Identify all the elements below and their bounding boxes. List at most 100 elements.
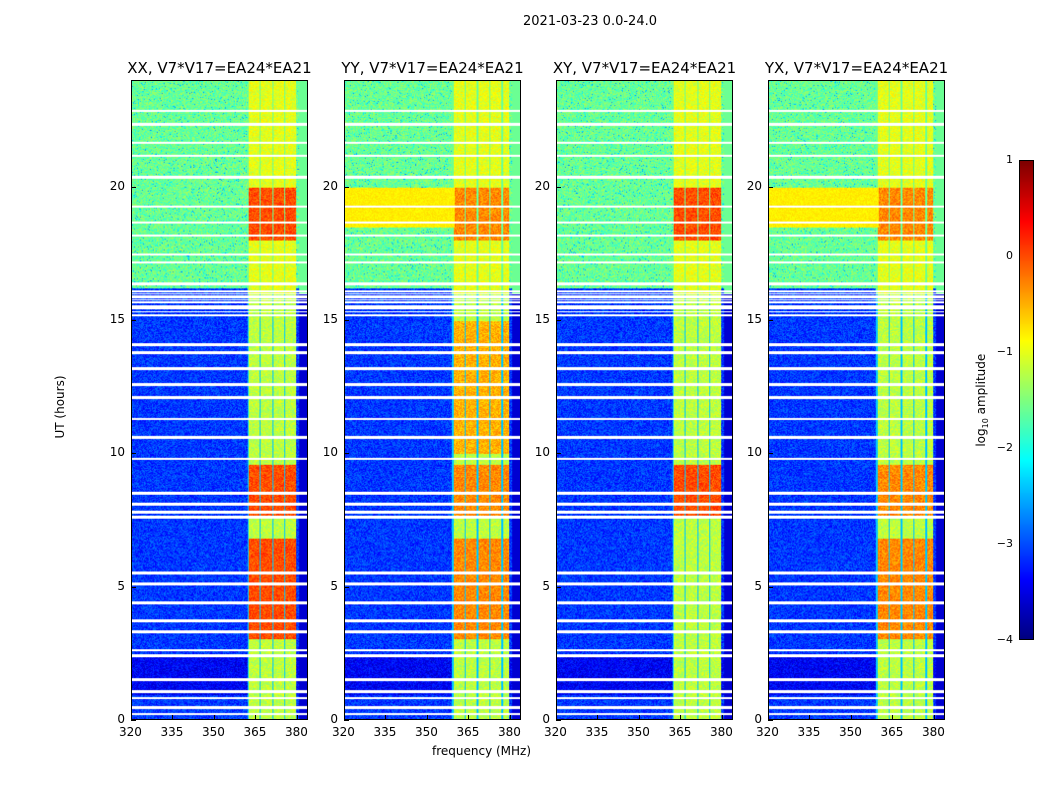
y-tick-mark xyxy=(344,586,349,588)
colorbar-label-main: log xyxy=(973,428,988,447)
colorbar-tick-label: 1 xyxy=(1006,153,1013,166)
y-tick-mark xyxy=(556,586,561,588)
colorbar xyxy=(1019,160,1034,640)
x-tick-label: 365 xyxy=(668,725,692,739)
panel-title: XY, V7*V17=EA24*EA21 xyxy=(552,59,737,77)
y-tick-label: 10 xyxy=(322,445,338,460)
x-tick-label: 350 xyxy=(626,725,650,739)
y-tick-mark xyxy=(768,453,773,455)
y-tick-mark xyxy=(131,320,136,321)
y-tick-label: 10 xyxy=(534,445,550,460)
y-tick-label: 5 xyxy=(754,578,762,593)
x-tick-label: 335 xyxy=(585,725,609,739)
y-tick-mark xyxy=(344,186,349,188)
y-tick-mark xyxy=(768,320,773,321)
x-tick-mark xyxy=(131,715,132,720)
x-tick-mark xyxy=(638,715,640,720)
x-axis-label: frequency (MHz) xyxy=(432,744,532,758)
y-tick-mark xyxy=(768,586,773,588)
y-tick-label: 20 xyxy=(746,178,762,193)
x-tick-mark xyxy=(468,715,470,720)
y-tick-label: 5 xyxy=(117,578,125,593)
y-tick-mark xyxy=(768,186,773,188)
panel-title: XX, V7*V17=EA24*EA21 xyxy=(127,59,312,77)
x-tick-mark xyxy=(892,715,894,720)
x-tick-label: 350 xyxy=(414,725,438,739)
y-tick-label: 0 xyxy=(542,712,550,726)
y-tick-mark xyxy=(556,186,561,188)
y-tick-label: 15 xyxy=(746,312,762,326)
y-tick-mark xyxy=(768,720,773,721)
x-tick-label: 335 xyxy=(797,725,821,739)
y-tick-label: 15 xyxy=(109,312,125,326)
heatmap-panel xyxy=(131,80,308,720)
y-tick-label: 15 xyxy=(534,312,550,326)
colorbar-label: log10 amplitude xyxy=(974,340,990,460)
x-tick-mark xyxy=(721,715,723,720)
panel-title: YX, V7*V17=EA24*EA21 xyxy=(764,59,949,77)
x-tick-mark xyxy=(344,715,345,720)
y-tick-mark xyxy=(131,186,136,188)
y-tick-mark xyxy=(556,320,561,321)
x-tick-label: 365 xyxy=(243,725,267,739)
x-tick-label: 380 xyxy=(709,725,733,739)
x-tick-label: 320 xyxy=(332,725,355,739)
x-tick-mark xyxy=(556,715,557,720)
x-tick-mark xyxy=(809,715,811,720)
colorbar-tick-label: −1 xyxy=(996,345,1013,358)
x-tick-label: 350 xyxy=(201,725,225,739)
x-tick-label: 365 xyxy=(880,725,904,739)
x-tick-mark xyxy=(597,715,599,720)
colorbar-tick-label: −3 xyxy=(996,537,1013,550)
x-tick-label: 335 xyxy=(373,725,397,739)
x-tick-label: 350 xyxy=(838,725,862,739)
y-tick-mark xyxy=(556,720,561,721)
x-tick-mark xyxy=(255,715,257,720)
y-tick-mark xyxy=(344,320,349,321)
x-tick-label: 380 xyxy=(921,725,945,739)
x-tick-mark xyxy=(213,715,215,720)
x-tick-mark xyxy=(509,715,511,720)
y-tick-label: 5 xyxy=(542,578,550,593)
colorbar-tick-label: −2 xyxy=(996,441,1013,454)
y-tick-label: 10 xyxy=(746,445,762,460)
colorbar-label-sub: 10 xyxy=(981,418,991,429)
y-tick-mark xyxy=(556,453,561,455)
x-tick-label: 320 xyxy=(756,725,779,739)
x-tick-label: 380 xyxy=(497,725,521,739)
x-tick-label: 335 xyxy=(160,725,184,739)
x-tick-mark xyxy=(426,715,428,720)
x-tick-mark xyxy=(850,715,852,720)
colorbar-tick-label: −4 xyxy=(996,633,1013,646)
y-tick-label: 5 xyxy=(330,578,338,593)
heatmap-panel xyxy=(768,80,945,720)
y-tick-mark xyxy=(344,720,349,721)
panel-title: YY, V7*V17=EA24*EA21 xyxy=(341,59,524,77)
y-tick-mark xyxy=(131,453,136,455)
figure-title: 2021-03-23 0.0-24.0 xyxy=(523,14,657,29)
x-tick-label: 320 xyxy=(119,725,142,739)
x-tick-mark xyxy=(768,715,769,720)
y-tick-label: 0 xyxy=(754,712,762,726)
y-tick-mark xyxy=(131,720,136,721)
heatmap-panel xyxy=(556,80,733,720)
y-tick-label: 10 xyxy=(109,445,125,460)
heatmap-panel xyxy=(344,80,521,720)
y-tick-label: 20 xyxy=(109,178,125,193)
y-tick-label: 20 xyxy=(322,178,338,193)
x-tick-label: 320 xyxy=(544,725,567,739)
y-axis-label: UT (hours) xyxy=(53,375,67,439)
y-tick-label: 0 xyxy=(330,712,338,726)
x-tick-mark xyxy=(172,715,174,720)
y-tick-label: 20 xyxy=(534,178,550,193)
y-tick-label: 15 xyxy=(322,312,338,326)
x-tick-mark xyxy=(385,715,387,720)
y-tick-label: 0 xyxy=(117,712,125,726)
x-tick-mark xyxy=(680,715,682,720)
x-tick-label: 380 xyxy=(284,725,308,739)
colorbar-tick-label: 0 xyxy=(1006,249,1013,262)
x-tick-label: 365 xyxy=(456,725,480,739)
y-tick-mark xyxy=(131,586,136,588)
x-tick-mark xyxy=(933,715,935,720)
y-tick-mark xyxy=(344,453,349,455)
